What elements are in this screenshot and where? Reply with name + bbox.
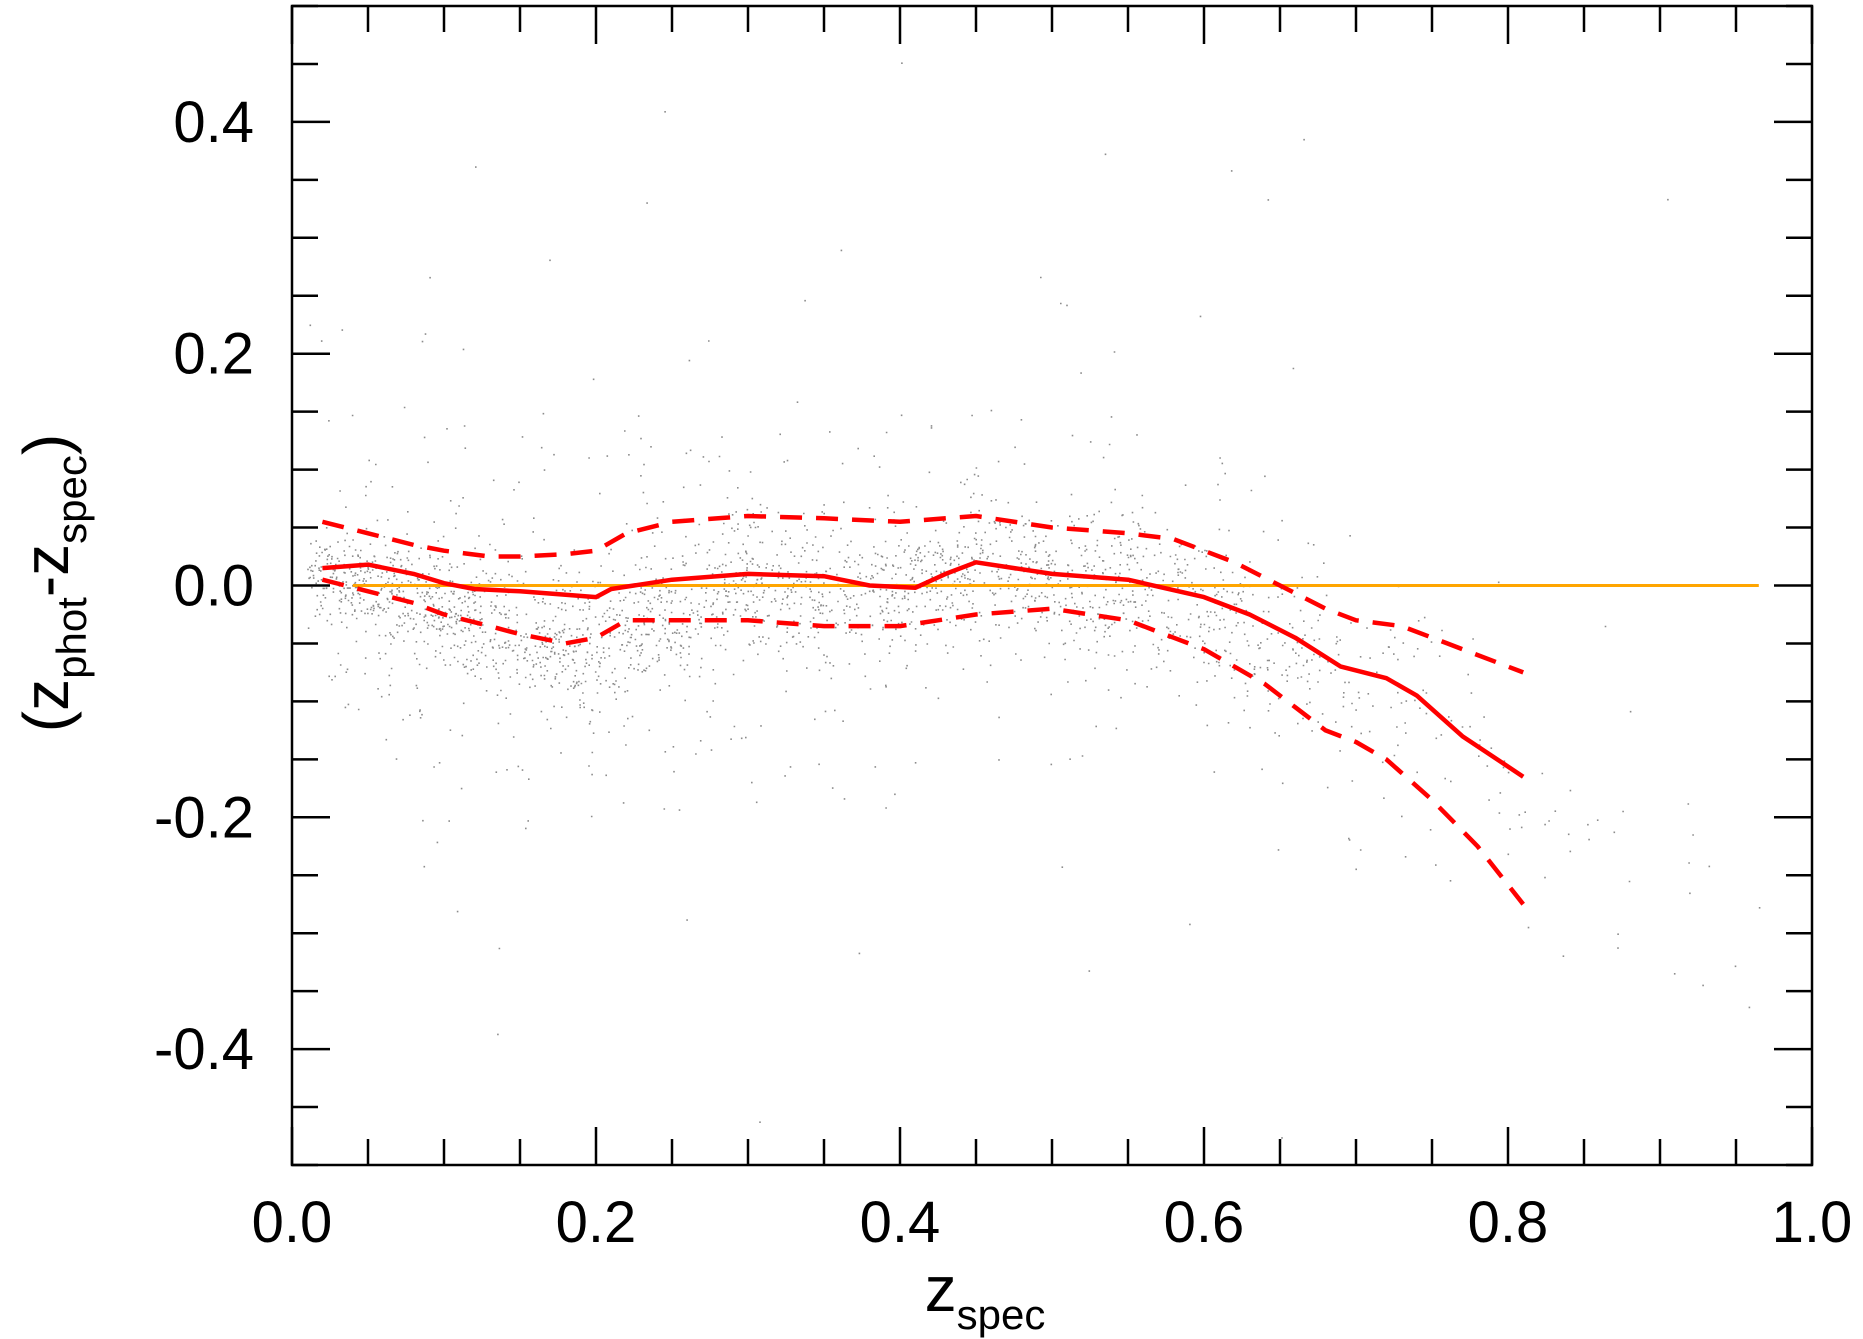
median-line xyxy=(322,560,1525,779)
y-axis-label-close: ) xyxy=(10,434,82,455)
y-axis-label-sub2: spec xyxy=(48,455,95,544)
ticks xyxy=(290,4,1814,1167)
y-tick-labels: -0.4 -0.2 0.0 0.2 0.4 xyxy=(154,90,254,1082)
x-axis-label: zspec xyxy=(925,1253,1046,1338)
x-axis-label-main: z xyxy=(925,1253,957,1325)
scatter-points xyxy=(307,62,1761,1139)
y-tick-label: 0.0 xyxy=(173,554,254,619)
x-tick-label: 0.6 xyxy=(1164,1190,1245,1255)
x-tick-label: 1.0 xyxy=(1772,1190,1853,1255)
x-tick-label: 0.8 xyxy=(1468,1190,1549,1255)
y-axis-label-open: ( xyxy=(10,711,82,732)
x-tick-labels: 0.0 0.2 0.4 0.6 0.8 1.0 xyxy=(252,1190,1853,1255)
y-tick-label: 0.2 xyxy=(173,322,254,387)
y-tick-label: -0.4 xyxy=(154,1017,254,1082)
y-axis-label-minus: - xyxy=(10,576,82,597)
y-tick-label: 0.4 xyxy=(173,90,254,155)
x-tick-label: 0.2 xyxy=(556,1190,637,1255)
series-lines xyxy=(321,513,1759,906)
y-tick-label: -0.2 xyxy=(154,785,254,850)
x-tick-label: 0.4 xyxy=(860,1190,941,1255)
x-axis-label-sub: spec xyxy=(957,1291,1046,1338)
scatter-cloud xyxy=(307,62,1761,1139)
x-tick-label: 0.0 xyxy=(252,1190,333,1255)
axes: 0.0 0.2 0.4 0.6 0.8 1.0 -0.4 -0.2 0.0 0.2 0.4 xyxy=(154,4,1853,1255)
y-axis-label-z1: z xyxy=(10,679,82,711)
y-axis-label: (zphot-zspec) xyxy=(10,434,95,732)
y-axis-label-z2: z xyxy=(10,544,82,576)
bound-line-2 xyxy=(321,577,1525,906)
y-axis-label-sub1: phot xyxy=(48,597,95,679)
bound-line-1 xyxy=(321,513,1525,675)
